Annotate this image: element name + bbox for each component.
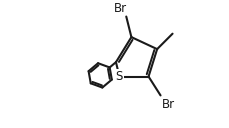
Text: Br: Br [114,2,127,15]
Text: S: S [116,70,123,83]
Text: Br: Br [162,98,175,111]
